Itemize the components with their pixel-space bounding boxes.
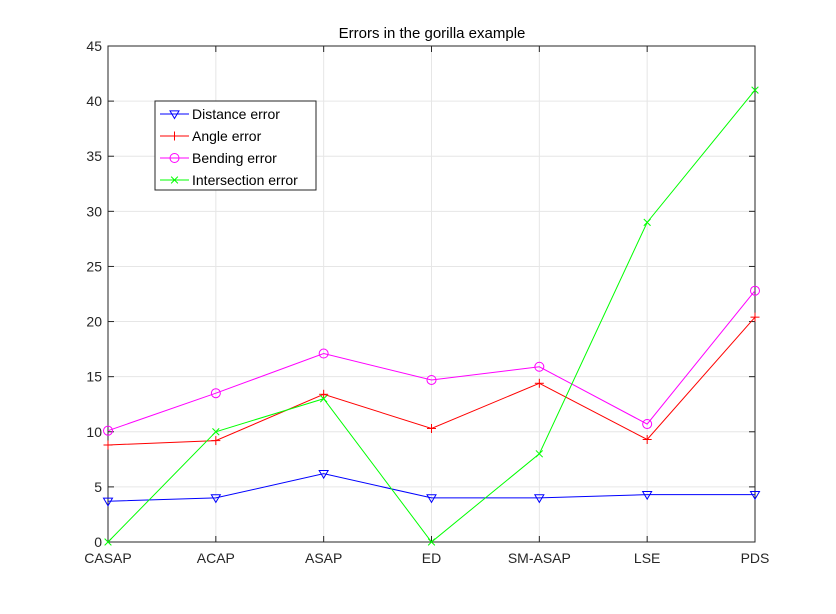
data-point — [642, 434, 652, 444]
data-point — [102, 497, 114, 507]
x-tick-label: ASAP — [305, 550, 342, 566]
y-tick-label: 0 — [94, 534, 102, 550]
data-point — [749, 490, 761, 501]
legend-label: Bending error — [192, 150, 277, 166]
y-tick-label: 45 — [86, 38, 102, 54]
data-point — [426, 374, 437, 385]
data-point — [103, 425, 113, 436]
legend-box — [154, 100, 317, 191]
y-tick-label: 35 — [86, 148, 102, 164]
x-tick-label: CASAP — [84, 550, 131, 566]
data-point — [534, 378, 544, 388]
x-tick-label: ED — [422, 550, 441, 566]
legend-label: Intersection error — [192, 172, 298, 188]
y-tick-label: 40 — [86, 93, 102, 109]
y-tick-label: 15 — [86, 369, 102, 385]
x-tick-label: SM-ASAP — [508, 550, 571, 566]
series-line — [107, 290, 756, 432]
legend-item: Intersection error — [160, 172, 298, 188]
legend-label: Distance error — [192, 106, 280, 122]
legend-item: Angle error — [160, 128, 262, 144]
y-tick-label: 20 — [86, 314, 102, 330]
data-point — [210, 494, 222, 504]
legend-marker — [170, 131, 179, 141]
data-point — [533, 494, 545, 504]
legend-marker — [170, 176, 179, 184]
series-layer — [102, 86, 761, 546]
x-tick-label: LSE — [634, 550, 660, 566]
y-tick-label: 30 — [86, 203, 102, 219]
y-tick-label: 5 — [94, 479, 102, 495]
legend-marker — [169, 153, 180, 163]
data-point — [535, 450, 544, 458]
x-tick-label: PDS — [741, 550, 770, 566]
data-point — [427, 423, 436, 433]
x-tick-label: ACAP — [197, 550, 235, 566]
data-point — [643, 218, 651, 227]
legend-marker — [169, 110, 180, 120]
data-point — [750, 312, 760, 322]
data-point — [210, 388, 221, 399]
y-tick-label: 10 — [86, 424, 102, 440]
series-line — [107, 473, 755, 502]
data-point — [104, 538, 112, 546]
data-point — [426, 494, 437, 504]
data-point — [642, 419, 653, 430]
data-point — [534, 361, 545, 372]
legend: Distance error Angle error Bending error In… — [154, 100, 317, 191]
legend-item: Distance error — [160, 106, 280, 122]
y-tick-label: 25 — [86, 258, 102, 274]
series-intersection-error — [104, 86, 759, 546]
chart-title: Errors in the gorilla example — [339, 25, 526, 42]
data-point — [319, 394, 328, 403]
axes: 0 5 10 15 20 25 30 35 40 45 CASAP ACAP ASAP ED SM-ASAP… — [84, 38, 769, 566]
data-point — [319, 389, 329, 399]
data-point — [211, 436, 221, 446]
data-point — [751, 86, 759, 94]
data-point — [318, 470, 330, 480]
data-point — [641, 490, 653, 501]
legend-item: Bending error — [160, 150, 277, 166]
data-point — [318, 348, 329, 359]
data-point — [427, 538, 436, 546]
legend-label: Angle error — [192, 128, 262, 144]
data-point — [212, 428, 220, 436]
series-bending-error — [103, 285, 760, 436]
series-angle-error — [103, 312, 760, 450]
series-distance-error — [102, 470, 761, 507]
data-point — [103, 440, 113, 450]
data-point — [750, 285, 760, 296]
